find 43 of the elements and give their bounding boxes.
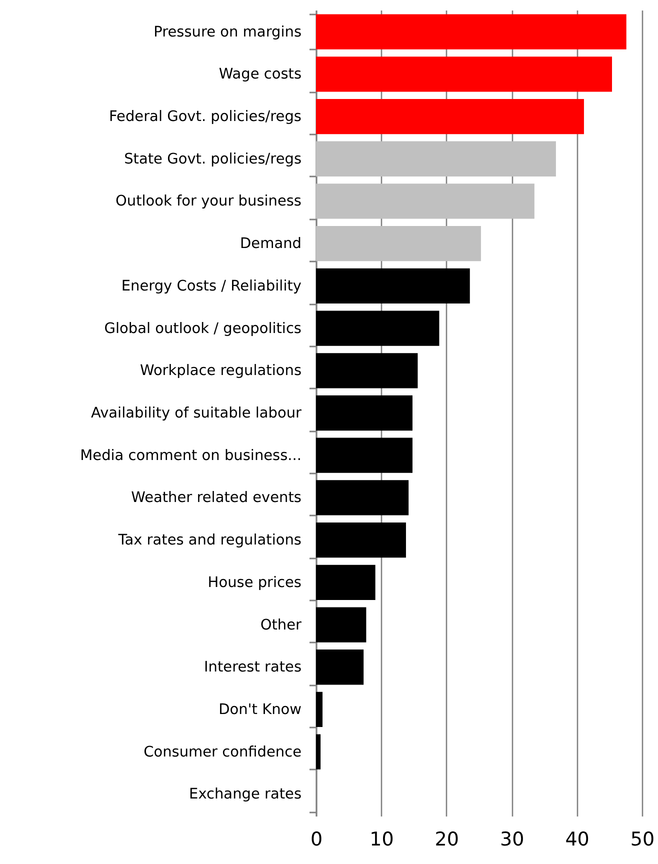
y-tick-label: Media comment on business... [80,448,302,464]
bar [316,692,323,728]
x-tick-label: 0 [310,828,323,850]
bar [316,310,440,346]
y-tick-label: Outlook for your business [115,194,302,210]
x-tick-label: 30 [500,828,524,850]
y-tick-label: Interest rates [204,660,302,676]
bar [316,14,626,50]
y-tick-label: Workplace regulations [140,363,302,380]
x-tick-label: 10 [370,828,394,850]
y-tick-label: Availability of suitable labour [91,406,302,422]
y-tick-label: Tax rates and regulations [117,532,302,549]
bar [316,734,321,770]
y-tick-label: Wage costs [218,66,302,83]
y-tick-label: Weather related events [131,490,302,506]
bar [316,438,412,473]
bar [316,184,534,219]
y-tick-label: House prices [208,574,302,591]
bar [316,650,364,685]
y-tick-label: Consumer confidence [144,744,302,760]
bar [316,564,376,600]
y-tick-label: Exchange rates [189,786,302,803]
y-tick-label: Energy Costs / Reliability [121,278,302,294]
y-tick-label: Pressure on margins [154,24,302,40]
bar [316,226,481,262]
y-tick-label: Other [260,617,302,634]
y-tick-label: Federal Govt. policies/regs [109,109,302,126]
x-tick-label: 40 [565,828,590,850]
x-tick-label: 20 [434,828,459,850]
y-tick-label: State Govt. policies/regs [124,151,302,168]
bar [316,98,584,134]
bar [316,141,556,176]
y-tick-label: Demand [240,236,302,252]
bar [316,268,470,304]
bar [316,395,412,431]
y-tick-label: Don't Know [218,702,302,718]
bar [316,353,418,388]
bar [316,56,612,92]
bar [316,522,406,558]
x-tick-label: 50 [630,828,655,850]
y-tick-label: Global outlook / geopolitics [104,320,302,337]
bar [316,607,366,642]
bar [316,480,409,516]
